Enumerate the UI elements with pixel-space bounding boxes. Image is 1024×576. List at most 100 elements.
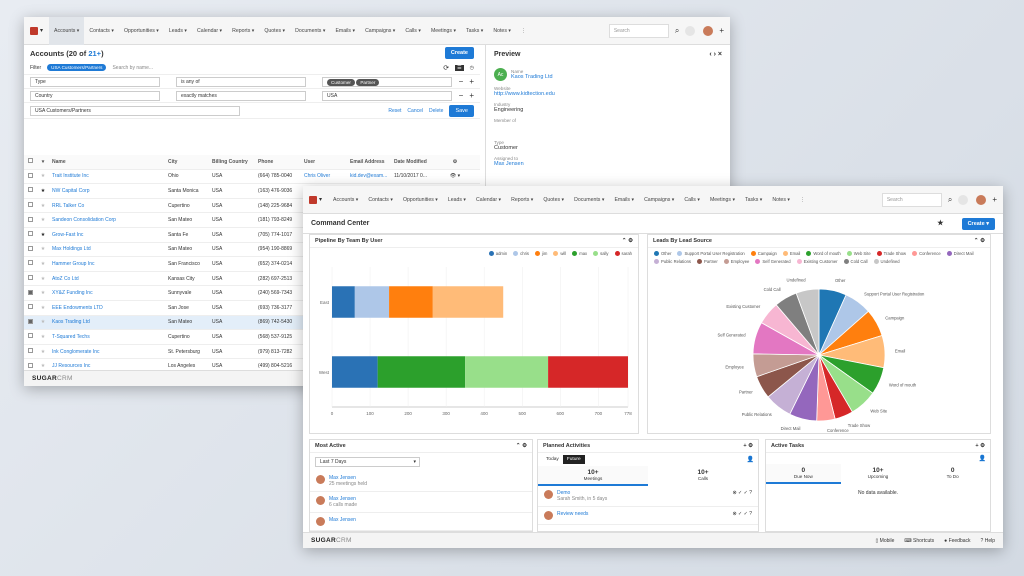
legend-item[interactable]: Existing Customer xyxy=(796,259,838,264)
legend-item[interactable]: chris xyxy=(513,251,529,256)
nav-item[interactable]: Meetings ▾ xyxy=(705,197,740,203)
prev-record-icon[interactable]: ‹ xyxy=(709,51,712,58)
col-name[interactable]: Name xyxy=(52,158,66,165)
favorite-star-icon[interactable]: ★ xyxy=(40,290,46,297)
nav-item[interactable]: Opportunities ▾ xyxy=(398,197,443,203)
nav-item[interactable]: Contacts ▾ xyxy=(363,197,398,203)
due-now-counter[interactable]: 0 Due Now xyxy=(766,464,841,484)
legend-item[interactable]: Support Portal User Registration xyxy=(677,251,745,256)
account-name-link[interactable]: Kaos Trading Ltd xyxy=(52,319,90,326)
search-icon[interactable]: ⌕ xyxy=(674,25,680,35)
account-name-link[interactable]: AtoZ Co Ltd xyxy=(52,275,79,282)
nav-item[interactable]: Emails ▾ xyxy=(330,28,360,34)
account-name-link[interactable]: JJ Resources Inc xyxy=(52,363,91,370)
favorite-star-icon[interactable]: ★ xyxy=(40,304,46,311)
account-name-link[interactable]: Hammer Group Inc xyxy=(52,260,95,267)
legend-item[interactable]: Self Generated xyxy=(755,259,791,264)
user-link[interactable]: Max Jensen xyxy=(329,475,356,481)
account-name-link[interactable]: Grow-Fast Inc xyxy=(52,231,84,238)
filter-pill[interactable]: USA Customers/Partners xyxy=(47,64,107,71)
legend-item[interactable]: Partner xyxy=(697,259,718,264)
row-checkbox[interactable] xyxy=(24,187,36,194)
add-icon[interactable]: + xyxy=(975,443,979,449)
nav-item[interactable]: Documents ▾ xyxy=(290,28,330,34)
assigned-value[interactable]: Max Jensen xyxy=(494,161,524,167)
help-link[interactable]: ? Help xyxy=(980,537,995,544)
chevron-down-icon[interactable]: ▾ xyxy=(41,158,45,165)
rule2-value-input[interactable]: USA xyxy=(322,90,452,101)
legend-item[interactable]: will xyxy=(553,251,566,256)
user-icon[interactable]: 👤 xyxy=(978,456,986,462)
period-select[interactable]: Last 7 Days ▾ xyxy=(315,457,420,467)
phone-cell[interactable]: (693) 736-3177 xyxy=(258,304,293,311)
calls-counter[interactable]: 10+ Calls xyxy=(648,466,758,486)
row-checkbox[interactable] xyxy=(24,216,36,224)
phone-cell[interactable]: (568) 537-9125 xyxy=(258,333,293,340)
row-checkbox[interactable] xyxy=(24,362,36,370)
feedback-link[interactable]: ● Feedback xyxy=(944,537,971,544)
account-name-link[interactable]: RRL Talker Co xyxy=(52,202,85,209)
account-name-link[interactable]: Ink Conglomerate Inc xyxy=(52,348,100,355)
record-count-link[interactable]: 21+ xyxy=(88,48,102,58)
user-avatar[interactable] xyxy=(703,25,714,36)
legend-item[interactable]: Undefined xyxy=(873,259,900,264)
legend-item[interactable]: Conference xyxy=(912,251,941,256)
phone-cell[interactable]: (705) 774-1017 xyxy=(258,231,293,238)
phone-cell[interactable]: (499) 804-5216 xyxy=(258,363,293,370)
row-checkbox[interactable] xyxy=(24,333,36,340)
account-name-link[interactable]: Sandeon Consolidation Corp xyxy=(52,217,116,224)
legend-item[interactable]: sally xyxy=(593,251,609,256)
collapse-icon[interactable]: ⌃ xyxy=(515,443,521,449)
favorite-star-icon[interactable]: ★ xyxy=(40,246,46,253)
row-checkbox[interactable] xyxy=(24,289,36,297)
nav-item[interactable]: Notes ▾ xyxy=(767,197,795,203)
name-value[interactable]: Kaos Trading Ltd xyxy=(511,74,553,80)
favorite-star-icon[interactable]: ★ xyxy=(40,348,46,355)
col-user[interactable]: User xyxy=(304,158,316,165)
global-search-input[interactable]: Search xyxy=(608,23,669,38)
rule1-operator-select[interactable]: is any of xyxy=(176,76,306,87)
legend-item[interactable]: Employee xyxy=(723,259,749,264)
activity-link[interactable]: Review needs xyxy=(557,511,589,517)
phone-cell[interactable]: (954) 190-8869 xyxy=(258,246,293,253)
favorite-star-icon[interactable]: ★ xyxy=(40,260,46,267)
shortcuts-link[interactable]: ⌨ Shortcuts xyxy=(904,537,935,544)
nav-item[interactable]: Calendar ▾ xyxy=(192,28,227,34)
activity-actions-icon[interactable]: ⊗ ✓ ✓ ? xyxy=(732,490,752,496)
row-checkbox[interactable] xyxy=(24,275,36,282)
row-checkbox[interactable] xyxy=(24,245,36,253)
user-cell[interactable]: Chris Oliver xyxy=(304,173,331,180)
select-all-checkbox[interactable] xyxy=(24,158,36,165)
remove-rule-icon[interactable]: − xyxy=(458,91,464,100)
nav-item[interactable]: Documents ▾ xyxy=(569,197,609,203)
legend-item[interactable]: jim xyxy=(535,251,547,256)
legend-item[interactable]: Other xyxy=(654,251,671,256)
legend-item[interactable]: Public Relations xyxy=(654,259,691,264)
favorite-star-icon[interactable]: ★ xyxy=(937,219,944,227)
phone-cell[interactable]: (240) 569-7343 xyxy=(258,290,293,297)
nav-item[interactable]: Quotes ▾ xyxy=(538,197,569,203)
value-pill[interactable]: Customer xyxy=(327,78,355,86)
legend-item[interactable]: max xyxy=(572,251,587,256)
tab-future[interactable]: Future xyxy=(562,455,585,464)
nav-item[interactable]: Emails ▾ xyxy=(609,197,639,203)
add-icon[interactable]: + xyxy=(743,443,747,449)
notifications-icon[interactable] xyxy=(958,194,969,205)
nav-item[interactable]: Tasks ▾ xyxy=(461,28,488,34)
table-row[interactable]: ★ Trait Institute Inc Ohio USA (664) 785-004… xyxy=(24,170,480,185)
favorite-star-icon[interactable]: ★ xyxy=(40,363,46,370)
settings-icon[interactable]: ⚙ xyxy=(980,238,985,244)
account-name-link[interactable]: T-Squared Techs xyxy=(52,333,90,340)
legend-item[interactable]: Cold Call xyxy=(843,259,868,264)
settings-icon[interactable]: ⚙ xyxy=(628,238,633,244)
nav-item[interactable]: Calls ▾ xyxy=(400,28,426,34)
phone-cell[interactable]: (282) 697-2513 xyxy=(258,275,293,282)
nav-item[interactable]: Accounts ▾ xyxy=(49,17,85,45)
account-name-link[interactable]: EEE Endowments LTD xyxy=(52,304,103,311)
filter-name-input[interactable]: USA Customers/Partners xyxy=(30,105,240,116)
settings-icon[interactable]: ⚙ xyxy=(980,443,985,449)
nav-item[interactable]: Campaigns ▾ xyxy=(360,28,400,34)
favorite-star-icon[interactable]: ★ xyxy=(40,217,46,224)
nav-item[interactable]: Calendar ▾ xyxy=(471,197,506,203)
row-checkbox[interactable] xyxy=(24,202,36,209)
